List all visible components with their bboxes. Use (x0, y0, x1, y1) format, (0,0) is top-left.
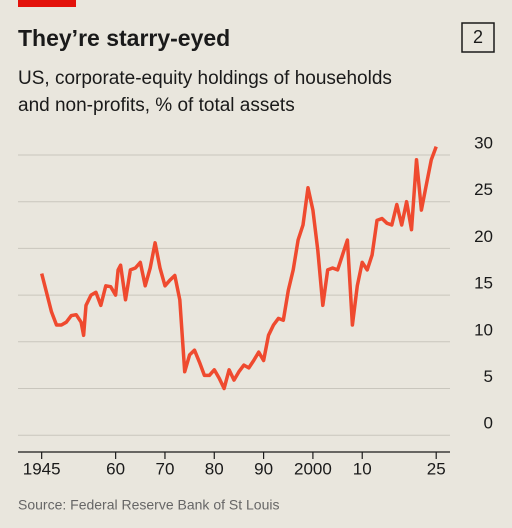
y-tick-label: 25 (474, 180, 493, 199)
x-tick-label: 60 (106, 459, 125, 478)
chart-title: They’re starry-eyed (18, 25, 230, 51)
y-tick-label: 0 (484, 414, 493, 433)
chart-number-box (461, 22, 495, 53)
y-tick-label: 15 (474, 274, 493, 293)
x-tick-label: 1945 (23, 459, 61, 478)
y-tick-label: 30 (474, 133, 493, 152)
x-tick-label: 70 (155, 459, 174, 478)
y-tick-label: 5 (484, 367, 493, 386)
y-tick-label: 10 (474, 320, 493, 339)
data-line (40, 145, 438, 391)
red-tag (18, 0, 76, 7)
subtitle: US, corporate-equity holdings of househo… (18, 68, 392, 89)
x-tick-label: 10 (353, 459, 372, 478)
x-tick-label: 80 (205, 459, 224, 478)
chart-number: 2 (473, 27, 483, 47)
x-tick-label: 2000 (294, 459, 332, 478)
subtitle: and non-profits, % of total assets (18, 95, 295, 116)
y-tick-label: 20 (474, 227, 493, 246)
x-tick-label: 90 (254, 459, 273, 478)
x-tick-label: 25 (427, 459, 446, 478)
source: Source: Federal Reserve Bank of St Louis (18, 497, 279, 513)
